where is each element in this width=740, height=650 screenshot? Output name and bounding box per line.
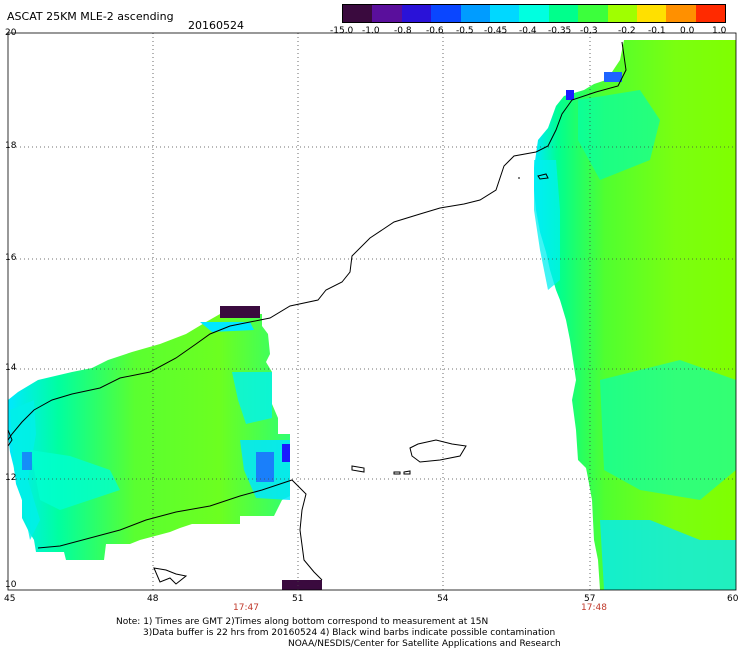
west-data-swath — [8, 306, 290, 560]
colorbar-label: 0.0 — [680, 26, 695, 36]
colorbar-cell — [695, 5, 726, 22]
lat-label: 10 — [5, 580, 17, 590]
lat-label: 18 — [5, 141, 17, 151]
product-title: ASCAT 25KM MLE-2 ascending — [7, 10, 174, 23]
lon-label: 45 — [4, 594, 16, 604]
east-data-swath — [534, 40, 736, 590]
colorbar-cell — [666, 5, 696, 22]
lon-label: 54 — [437, 594, 449, 604]
lon-label: 57 — [584, 594, 596, 604]
colorbar-label: -0.4 — [519, 26, 537, 36]
colorbar-label: -0.45 — [484, 26, 508, 36]
colorbar-cell — [578, 5, 608, 22]
colorbar-label: -0.1 — [648, 26, 666, 36]
colorbar-label: -0.5 — [456, 26, 474, 36]
note-line-2: 3)Data buffer is 22 hrs from 20160524 4)… — [143, 628, 556, 638]
colorbar-cell — [343, 5, 373, 22]
note-line-3: NOAA/NESDIS/Center for Satellite Applica… — [288, 639, 561, 649]
colorbar-label: -0.2 — [618, 26, 636, 36]
lat-label: 16 — [5, 253, 17, 263]
colorbar-cell — [401, 5, 432, 22]
south-data-strip — [282, 580, 322, 590]
product-date: 20160524 — [188, 19, 244, 32]
lat-label: 14 — [5, 363, 17, 373]
lat-label: 12 — [5, 473, 17, 483]
note-line-1: Note: 1) Times are GMT 2)Times along bot… — [116, 617, 489, 627]
colorbar-label: -0.3 — [580, 26, 598, 36]
colorbar-cell — [460, 5, 490, 22]
colorbar-cell — [607, 5, 637, 22]
colorbar-cell — [636, 5, 667, 22]
colorbar-label: -1.0 — [362, 26, 380, 36]
colorbar-label: -0.35 — [548, 26, 572, 36]
lat-label: 20 — [5, 28, 17, 38]
lon-label: 48 — [147, 594, 159, 604]
colorbar-cell — [372, 5, 402, 22]
graticule — [8, 33, 736, 590]
colorbar-label: 1.0 — [712, 26, 727, 36]
lon-label: 51 — [292, 594, 304, 604]
colorbar-cell — [548, 5, 579, 22]
colorbar-cell — [519, 5, 549, 22]
pass-time-label: 17:47 — [233, 603, 259, 613]
pass-time-label: 17:48 — [581, 603, 607, 613]
coastline — [7, 41, 627, 585]
colorbar-label: -15.0 — [330, 26, 354, 36]
colorbar-labels: -15.0 -1.0 -0.8 -0.6 -0.5 -0.45 -0.4 -0.… — [330, 26, 740, 38]
lon-label: 60 — [727, 594, 739, 604]
colorbar-cell — [431, 5, 461, 22]
colorbar-label: -0.6 — [426, 26, 444, 36]
map-frame — [7, 32, 737, 591]
colorbar-cell — [489, 5, 520, 22]
colorbar-label: -0.8 — [394, 26, 412, 36]
colorbar — [342, 4, 726, 23]
